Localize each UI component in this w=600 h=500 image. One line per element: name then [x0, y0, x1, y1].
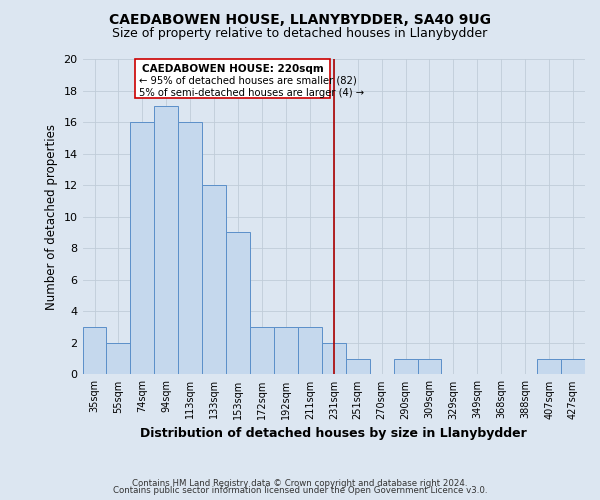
Text: CAEDABOWEN HOUSE, LLANYBYDDER, SA40 9UG: CAEDABOWEN HOUSE, LLANYBYDDER, SA40 9UG: [109, 12, 491, 26]
Bar: [537, 358, 561, 374]
Bar: [394, 358, 418, 374]
Bar: [418, 358, 442, 374]
X-axis label: Distribution of detached houses by size in Llanybydder: Distribution of detached houses by size …: [140, 427, 527, 440]
Bar: [106, 343, 130, 374]
Bar: [202, 185, 226, 374]
Bar: [298, 327, 322, 374]
FancyBboxPatch shape: [135, 59, 330, 98]
Text: ← 95% of detached houses are smaller (82): ← 95% of detached houses are smaller (82…: [139, 76, 356, 86]
Text: Size of property relative to detached houses in Llanybydder: Size of property relative to detached ho…: [112, 28, 488, 40]
Bar: [178, 122, 202, 374]
Y-axis label: Number of detached properties: Number of detached properties: [45, 124, 58, 310]
Text: 5% of semi-detached houses are larger (4) →: 5% of semi-detached houses are larger (4…: [139, 88, 364, 98]
Text: Contains public sector information licensed under the Open Government Licence v3: Contains public sector information licen…: [113, 486, 487, 495]
Bar: [83, 327, 106, 374]
Bar: [274, 327, 298, 374]
Bar: [154, 106, 178, 374]
Bar: [561, 358, 585, 374]
Bar: [250, 327, 274, 374]
Bar: [226, 232, 250, 374]
Bar: [130, 122, 154, 374]
Bar: [322, 343, 346, 374]
Bar: [346, 358, 370, 374]
Text: Contains HM Land Registry data © Crown copyright and database right 2024.: Contains HM Land Registry data © Crown c…: [132, 478, 468, 488]
Text: CAEDABOWEN HOUSE: 220sqm: CAEDABOWEN HOUSE: 220sqm: [142, 64, 323, 74]
